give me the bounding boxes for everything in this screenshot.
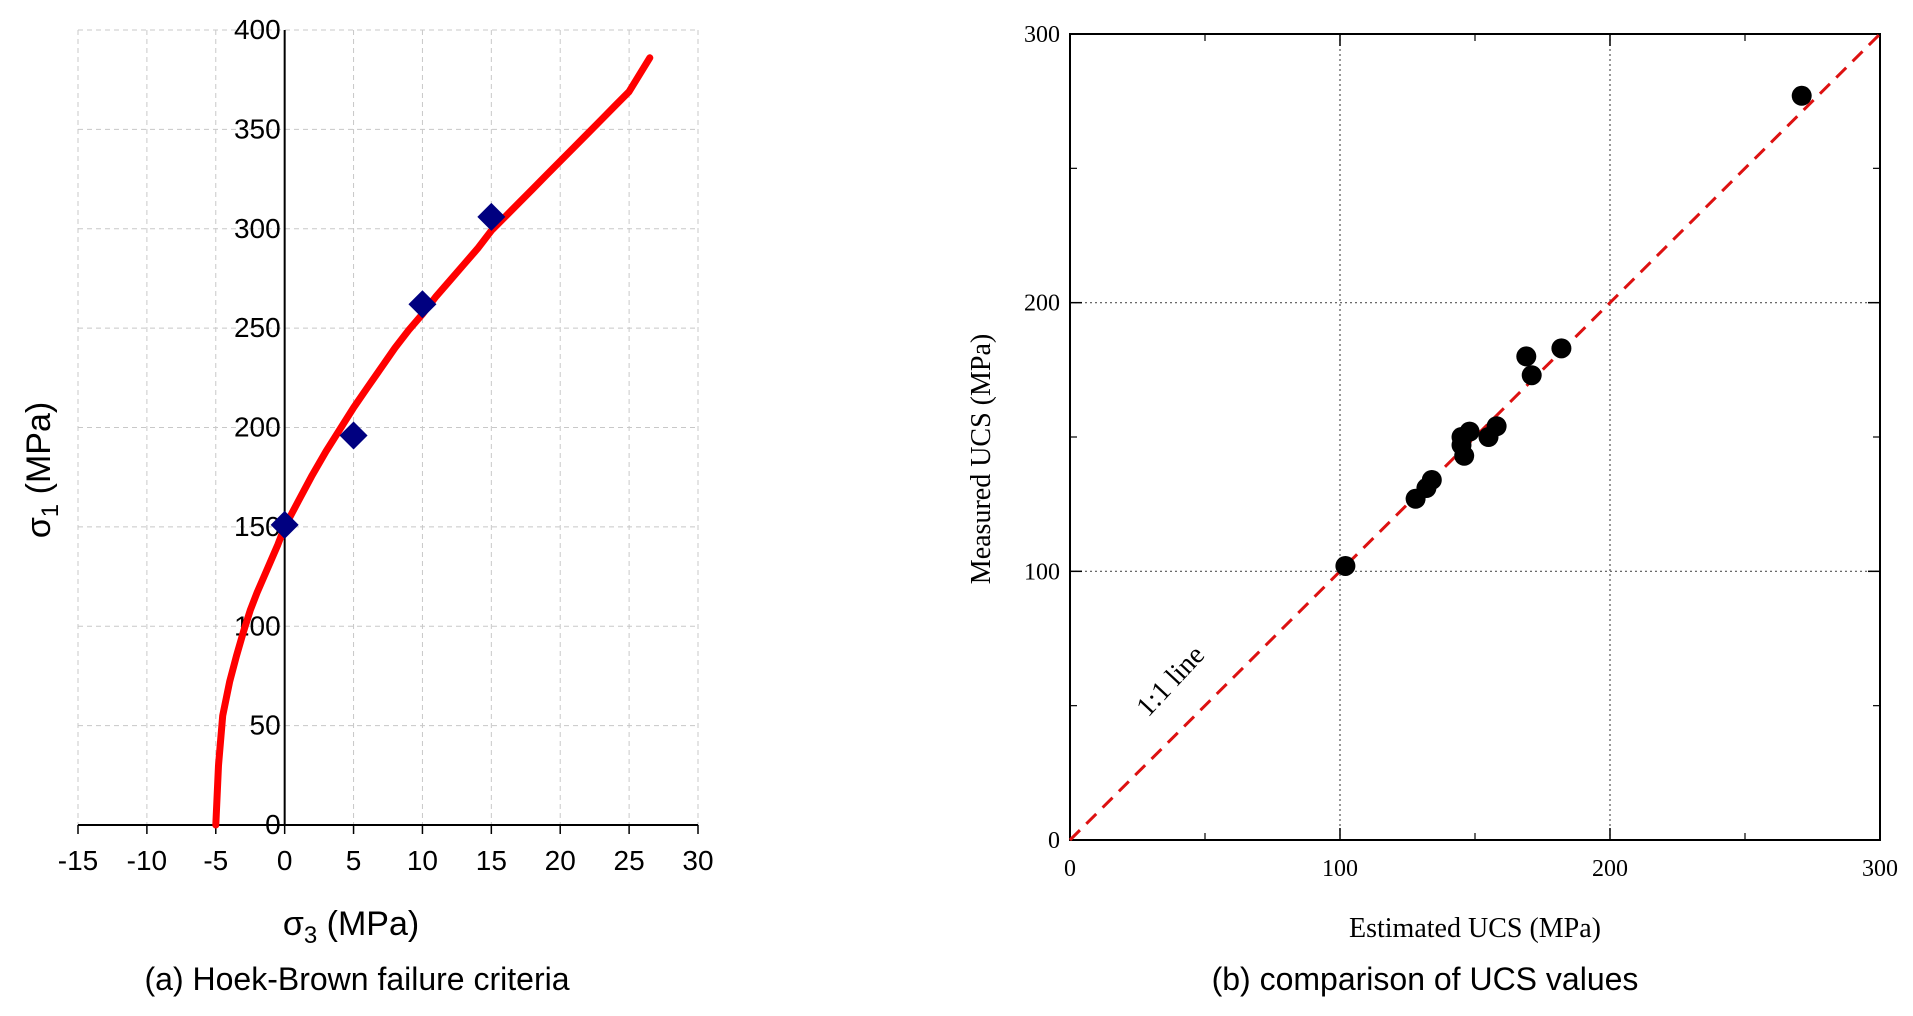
panel-a-x-tick-label: 30	[682, 845, 713, 876]
panel-a-series	[212, 54, 654, 829]
panel-a-data-point	[477, 202, 506, 231]
panel-b-data-point	[1521, 365, 1542, 386]
panel-b-x-tick-label: 100	[1322, 856, 1358, 882]
panel-b-y-tick-label: 0	[1048, 828, 1060, 854]
panel-b-one-to-one-line	[1068, 32, 1882, 842]
panel-a-x-tick-label: -5	[203, 845, 228, 876]
panel-a-caption: (a) Hoek-Brown failure criteria	[144, 961, 569, 997]
panel-a-y-tick-label: 200	[234, 412, 281, 443]
panel-a-y-tick-label: 0	[265, 809, 281, 840]
panel-a-y-tick-label: 50	[250, 710, 281, 741]
panel-b-one-to-one-annotation: 1:1 line	[1130, 640, 1210, 723]
panel-b-data-point	[1454, 445, 1475, 466]
panel-b-x-tick-label: 300	[1862, 856, 1898, 882]
panel-a-hoek-brown-curve	[212, 54, 654, 829]
panel-b-x-axis-label: Estimated UCS (MPa)	[1349, 913, 1601, 944]
panel-b-grid	[1070, 34, 1880, 840]
panel-b-caption: (b) comparison of UCS values	[1212, 961, 1639, 997]
panel-b-data-point	[1421, 469, 1442, 490]
panel-a-axes	[77, 30, 699, 834]
panel-a-x-tick-label: 5	[346, 845, 362, 876]
panel-a-grid	[77, 29, 699, 825]
panel-b-data-point	[1486, 416, 1507, 437]
panel-a-x-tick-label: -10	[127, 845, 167, 876]
panel-a-data-point	[270, 510, 299, 539]
panel-a-y-axis-label: σ1 (MPa)	[20, 402, 64, 538]
panel-b-x-tick-label: 200	[1592, 856, 1628, 882]
panel-a-hoek-brown-chart: -15 -10 -5 0 5 10 15 20 25 3005010015020025030035…	[20, 14, 714, 997]
panel-a-y-tick-label: 300	[234, 213, 281, 244]
panel-a-x-tick-label: 15	[476, 845, 507, 876]
panel-b-y-tick-label: 300	[1024, 22, 1060, 48]
panel-b-x-tick-label: 0	[1064, 856, 1076, 882]
panel-b-data-point	[1459, 421, 1480, 442]
panel-b-data-point	[1791, 85, 1812, 106]
panel-b-data-point	[1516, 346, 1537, 367]
panel-b-y-tick-label: 100	[1024, 559, 1060, 585]
panel-b-tick-labels: 0 100 200 300 0 100 200 300	[1024, 22, 1898, 882]
panel-a-tick-labels: -15 -10 -5 0 5 10 15 20 25 3005010015020025030035…	[58, 14, 714, 876]
panel-b-ucs-comparison-chart: 0 100 200 300 0 100 200 300 1:1 line Estimated …	[966, 22, 1898, 997]
panel-a-x-tick-label: 20	[545, 845, 576, 876]
panel-b-data-point	[1551, 338, 1572, 359]
panel-a-y-tick-label: 350	[234, 113, 281, 144]
panel-b-y-axis-label: Measured UCS (MPa)	[966, 334, 997, 584]
panel-a-x-tick-label: 0	[277, 845, 293, 876]
panel-b-data-point	[1335, 555, 1356, 576]
panel-b-y-tick-label: 200	[1024, 291, 1060, 317]
panel-a-data-point	[339, 421, 368, 450]
panel-a-data-point	[408, 290, 437, 319]
panel-a-y-tick-label: 400	[234, 14, 281, 45]
panel-a-x-tick-label: 10	[407, 845, 438, 876]
panel-b-series	[1068, 32, 1882, 842]
panel-a-y-tick-label: 250	[234, 312, 281, 343]
panel-b-axes	[1069, 33, 1881, 841]
panel-a-x-tick-label: 25	[614, 845, 645, 876]
panel-a-x-axis-label: σ3 (MPa)	[283, 905, 419, 949]
panel-a-x-tick-label: -15	[58, 845, 98, 876]
